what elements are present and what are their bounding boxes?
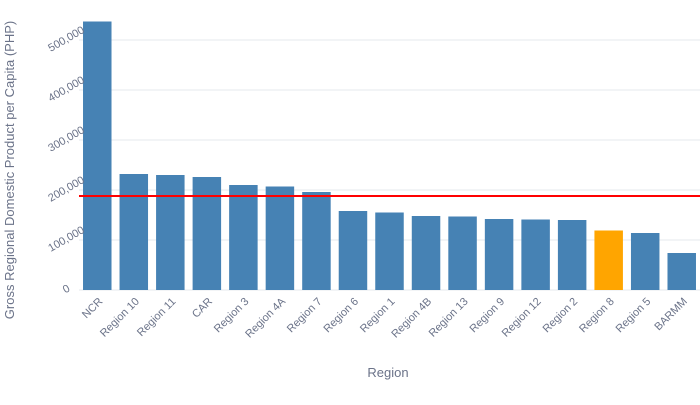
x-tick-label: Region 7 (285, 296, 325, 336)
x-tick-label: CAR (190, 296, 215, 321)
y-tick-label: 500,000 (46, 24, 86, 54)
bar (411, 216, 441, 290)
y-tick-label: 400,000 (46, 74, 86, 104)
bar (83, 21, 112, 290)
bar (119, 174, 149, 290)
y-tick-label: 100,000 (46, 224, 86, 254)
x-tick-label: Region 2 (541, 296, 581, 336)
bar (338, 211, 368, 290)
bar (265, 186, 295, 290)
y-tick-label: 300,000 (46, 124, 86, 154)
bar (484, 219, 514, 290)
x-tick-label: BARMM (652, 296, 689, 333)
y-tick-label: 0 (61, 283, 72, 296)
y-axis-ticks: 0 100,000 200,000 300,000 400,000 500,000 (46, 24, 86, 296)
bar (521, 219, 550, 290)
bar (375, 212, 404, 290)
bar (192, 177, 222, 290)
x-tick-label: Region 5 (614, 296, 654, 336)
x-tick-label: NCR (80, 296, 105, 321)
y-axis-title: Gross Regional Domestic Product per Capi… (2, 21, 17, 319)
bar (630, 233, 660, 290)
bar (557, 220, 587, 290)
bar (667, 253, 696, 290)
bar (302, 192, 331, 290)
x-axis-title: Region (367, 365, 408, 380)
bar (594, 230, 623, 290)
x-tick-label: Region 8 (577, 296, 617, 336)
x-tick-label: Region 11 (135, 296, 178, 339)
x-tick-label: Region 4A (243, 295, 288, 340)
x-tick-label: Region 12 (500, 296, 544, 340)
x-tick-label: Region 13 (427, 296, 471, 340)
bar (229, 185, 258, 290)
bars (83, 21, 696, 290)
bar (448, 216, 477, 290)
x-tick-label: Region 6 (321, 296, 361, 336)
bar (156, 175, 185, 290)
x-tick-label: Region 4B (389, 296, 434, 341)
y-tick-label: 200,000 (46, 174, 86, 204)
x-tick-label: Region 10 (98, 296, 142, 340)
